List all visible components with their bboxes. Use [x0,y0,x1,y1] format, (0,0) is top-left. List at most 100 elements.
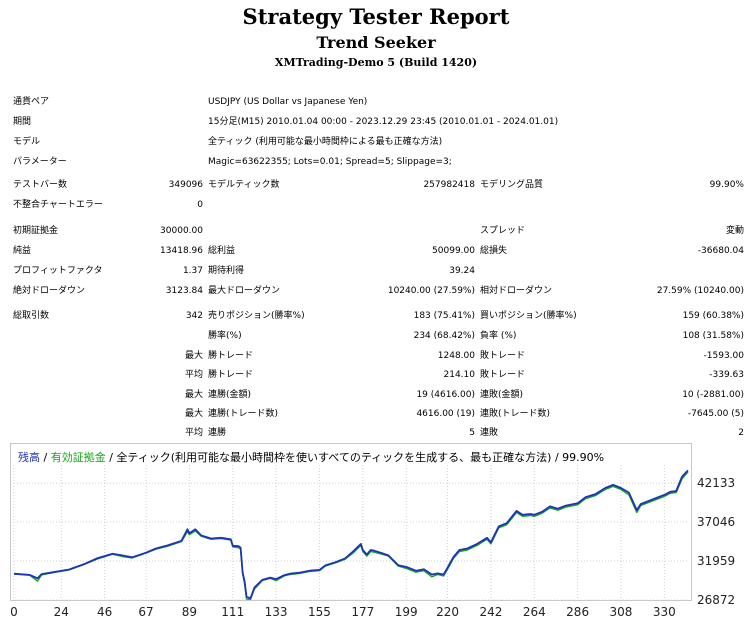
loss-trades-value: 108 (31.58%) [682,331,744,341]
x-tick-label: 89 [182,605,197,619]
x-tick-label: 242 [479,605,502,619]
average-loss-value: -339.63 [709,370,744,380]
expected-payoff-value: 39.24 [449,266,475,276]
deposit-label: 初期証拠金 [13,226,59,236]
profit-trades-value: 234 (68.42%) [413,331,475,341]
consecutive-losses-value: 10 (-2881.00) [682,390,744,400]
gross-profit-value: 50099.00 [432,246,475,256]
consecutive-wins-label: 連勝(金額) [208,390,252,400]
largest-loss-value: -1593.00 [703,351,744,361]
consecutive-profit-label: 連勝(トレード数) [208,409,279,419]
consecutive-wins-value: 19 (4616.00) [416,390,475,400]
consecutive-losses-label: 連敗(金額) [480,390,524,400]
long-positions-value: 159 (60.38%) [682,311,744,321]
x-tick-label: 308 [610,605,633,619]
long-positions-label: 買いポジション(勝率%) [480,311,577,321]
short-positions-value: 183 (75.41%) [413,311,475,321]
absolute-drawdown-label: 絶対ドローダウン [13,286,86,296]
relative-drawdown-label: 相対ドローダウン [480,286,553,296]
profit-factor-value: 1.37 [182,266,203,276]
profit-trades-label: 勝率(%) [208,331,242,341]
maximal-label: 最大 [184,409,203,419]
consecutive-profit-value: 4616.00 (19) [416,409,475,419]
largest-label: 最大 [184,351,203,361]
model-value: 全ティック (利用可能な最小時間枠による最も正確な方法) [208,137,443,147]
x-tick-label: 155 [308,605,331,619]
ticks-label: モデルティック数 [208,180,280,190]
maximum-label: 最大 [184,390,203,400]
y-tick-label: 31959 [697,554,735,568]
symbol-value: USDJPY (US Dollar vs Japanese Yen) [208,97,368,107]
gross-profit-label: 総利益 [208,246,236,256]
x-tick-label: 286 [566,605,589,619]
largest-loss-label: 敗トレード [480,351,526,361]
average-win-label: 勝トレード [208,370,254,380]
average-consecutive-losses-value: 2 [738,428,744,438]
average-consecutive-label: 平均 [184,428,203,438]
largest-win-label: 勝トレード [208,351,254,361]
x-tick-label: 220 [436,605,459,619]
average-consecutive-losses-label: 連敗 [480,428,499,438]
mismatch-label: 不整合チャートエラー [13,200,103,210]
expected-payoff-label: 期待利得 [208,266,245,276]
expert-name: Trend Seeker [316,33,436,52]
balance-chart [10,443,692,601]
profit-factor-label: プロフィットファクタ [13,266,103,276]
x-tick-label: 111 [221,605,244,619]
chart-legend: 残高 / 有効証拠金 / 全ティック(利用可能な最小時間枠を使いすべてのティック… [18,449,604,465]
loss-trades-label: 負率 (%) [480,331,517,341]
x-tick-label: 330 [653,605,676,619]
model-label: モデル [13,137,41,147]
net-profit-value: 13418.96 [160,246,203,256]
gross-loss-label: 総損失 [480,246,508,256]
spread-value: 変動 [725,226,744,236]
short-positions-label: 売りポジション(勝率%) [208,311,305,321]
average-consecutive-wins-label: 連勝 [208,428,227,438]
parameters-label: パラメーター [13,157,67,167]
ticks-value: 257982418 [423,180,475,190]
net-profit-label: 純益 [13,246,32,256]
x-tick-label: 177 [351,605,374,619]
x-tick-label: 264 [523,605,546,619]
maximal-drawdown-label: 最大ドローダウン [208,286,281,296]
x-tick-label: 67 [138,605,153,619]
y-tick-label: 42133 [697,476,735,490]
legend-description: / 全ティック(利用可能な最小時間枠を使いすべてのティックを生成する、最も正確な… [105,451,605,464]
quality-label: モデリング品質 [480,180,544,190]
legend-balance: 残高 [18,451,40,464]
consecutive-loss-value: -7645.00 (5) [687,409,744,419]
bars-value: 349096 [168,180,203,190]
average-win-value: 214.10 [443,370,476,380]
mismatch-value: 0 [197,200,203,210]
legend-separator: / [40,451,51,464]
x-tick-label: 199 [395,605,418,619]
y-tick-label: 26872 [697,593,735,607]
absolute-drawdown-value: 3123.84 [165,286,203,296]
x-tick-label: 24 [54,605,69,619]
total-trades-label: 総取引数 [13,311,50,321]
spread-label: スプレッド [480,226,526,236]
deposit-value: 30000.00 [160,226,203,236]
server-name: XMTrading-Demo 5 (Build 1420) [274,56,478,69]
average-label: 平均 [184,370,203,380]
quality-value: 99.90% [709,180,744,190]
x-tick-label: 46 [97,605,112,619]
maximal-drawdown-value: 10240.00 (27.59%) [387,286,475,296]
period-value: 15分足(M15) 2010.01.04 00:00 - 2023.12.29 … [208,117,559,127]
x-tick-label: 0 [10,605,18,619]
bars-label: テストバー数 [13,180,68,190]
largest-win-value: 1248.00 [437,351,475,361]
relative-drawdown-value: 27.59% (10240.00) [656,286,744,296]
report-title: Strategy Tester Report [242,4,510,29]
y-tick-label: 37046 [697,515,735,529]
x-tick-label: 133 [265,605,288,619]
parameters-value: Magic=63622355; Lots=0.01; Spread=5; Sli… [208,157,452,167]
period-label: 期間 [13,117,32,127]
total-trades-value: 342 [185,311,203,321]
legend-equity: 有効証拠金 [50,451,106,464]
average-loss-label: 敗トレード [480,370,526,380]
consecutive-loss-label: 連敗(トレード数) [480,409,551,419]
gross-loss-value: -36680.04 [697,246,744,256]
symbol-label: 通貨ペア [13,97,50,107]
average-consecutive-wins-value: 5 [469,428,475,438]
